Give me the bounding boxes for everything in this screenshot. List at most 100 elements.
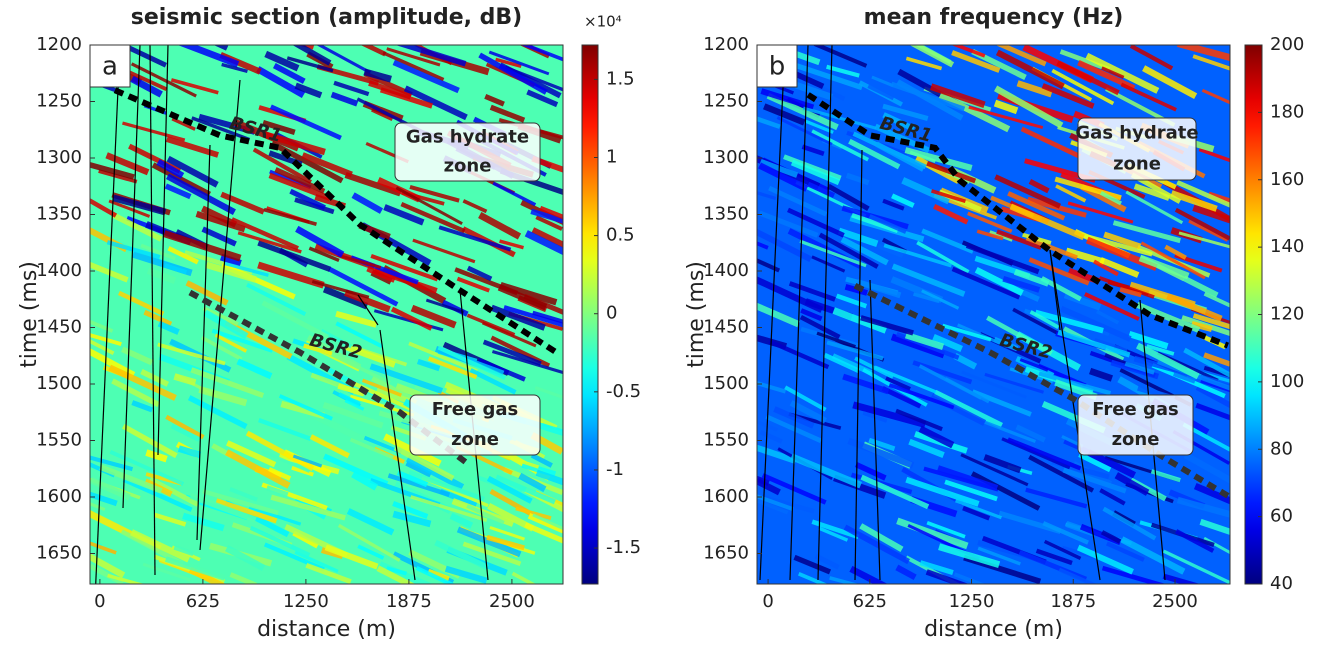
image-texture <box>202 489 279 516</box>
boundary-line <box>806 92 1229 349</box>
image-texture <box>412 238 476 264</box>
y-tick-label: 1600 <box>703 486 749 507</box>
image-texture <box>1028 454 1095 493</box>
image-texture <box>98 169 138 184</box>
x-tick-label: 1875 <box>386 591 432 612</box>
image-texture <box>409 184 460 203</box>
image-texture <box>784 385 827 412</box>
image-texture <box>800 308 823 322</box>
panel-label: b <box>769 52 786 82</box>
image-texture <box>225 545 266 572</box>
image-texture <box>1029 310 1060 329</box>
image-texture <box>1166 293 1223 322</box>
image-texture <box>90 452 134 472</box>
image-texture <box>1051 68 1115 106</box>
image-texture <box>1084 292 1140 321</box>
annotation-text: Gas hydrate <box>1075 123 1198 144</box>
image-texture <box>90 159 135 180</box>
boundary-line <box>853 282 1230 499</box>
colorbar-tick-label: 200 <box>1270 34 1304 55</box>
image-texture <box>182 512 225 532</box>
image-texture <box>146 267 177 284</box>
image-texture <box>530 453 553 468</box>
image-texture <box>477 357 526 382</box>
image-texture <box>130 62 197 98</box>
y-tick-label: 1650 <box>36 542 82 563</box>
image-texture <box>90 456 116 478</box>
image-texture <box>427 568 450 582</box>
image-texture <box>759 429 783 444</box>
image-texture <box>1102 506 1157 541</box>
fault-line <box>199 79 241 551</box>
image-texture <box>236 358 273 380</box>
axes-frame <box>756 44 1231 585</box>
image-texture <box>262 119 296 136</box>
image-texture <box>256 66 306 98</box>
image-texture <box>462 199 488 214</box>
image-texture <box>1138 254 1190 280</box>
image-texture <box>515 506 552 520</box>
image-texture <box>885 376 911 391</box>
image-texture <box>891 193 915 208</box>
image-texture <box>190 367 265 399</box>
image-texture <box>335 310 378 328</box>
image-texture <box>895 564 917 581</box>
image-texture <box>207 45 229 51</box>
fault-line <box>759 45 786 581</box>
y-tick-label: 1450 <box>36 316 82 337</box>
image-texture <box>303 45 371 74</box>
image-texture <box>882 103 929 121</box>
image-texture <box>954 499 1003 520</box>
image-texture <box>410 304 457 329</box>
image-texture <box>495 57 522 68</box>
image-texture <box>761 473 827 505</box>
image-texture <box>904 147 973 171</box>
image-texture <box>967 211 1013 234</box>
y-tick-label: 1600 <box>36 486 82 507</box>
annotation-box <box>1077 394 1194 456</box>
fault-line <box>196 144 211 541</box>
image-texture <box>867 84 895 101</box>
axes-frame <box>89 44 564 585</box>
fault-line <box>869 279 881 581</box>
annotation-text: Free gas <box>1092 399 1178 420</box>
image-texture <box>854 356 894 379</box>
image-texture <box>1192 313 1230 340</box>
image-texture <box>891 263 966 297</box>
image-texture <box>968 105 1044 129</box>
image-texture <box>531 227 563 265</box>
image-texture <box>140 243 176 261</box>
image-texture <box>970 471 1041 511</box>
image-texture <box>860 474 930 510</box>
image-texture <box>416 358 441 372</box>
image-texture <box>1191 321 1213 333</box>
x-axis-label: distance (m) <box>257 617 396 642</box>
x-tick-label: 625 <box>186 591 220 612</box>
image-texture <box>851 212 899 234</box>
image-texture <box>1029 335 1052 346</box>
image-texture <box>965 243 1040 275</box>
image-texture <box>758 210 819 238</box>
image-texture <box>165 173 236 215</box>
image-texture <box>801 144 825 157</box>
image-texture <box>405 460 432 478</box>
image-texture <box>530 208 563 234</box>
image-texture <box>346 508 395 536</box>
image-texture <box>349 437 394 460</box>
image-texture <box>951 50 1001 73</box>
image-texture <box>248 505 302 526</box>
image-texture <box>914 155 961 184</box>
image-texture <box>361 378 402 397</box>
image-texture <box>165 136 219 158</box>
colorbar-tick-label: 180 <box>1270 101 1304 122</box>
image-texture <box>462 541 522 567</box>
image-texture <box>344 343 396 368</box>
image-texture <box>996 229 1042 250</box>
image-texture <box>997 45 1047 67</box>
image-texture <box>478 52 548 95</box>
panel-label-box <box>89 44 131 88</box>
image-texture <box>882 112 915 132</box>
image-texture <box>492 181 537 207</box>
y-tick-label: 1500 <box>703 373 749 394</box>
image-texture <box>1059 49 1111 72</box>
